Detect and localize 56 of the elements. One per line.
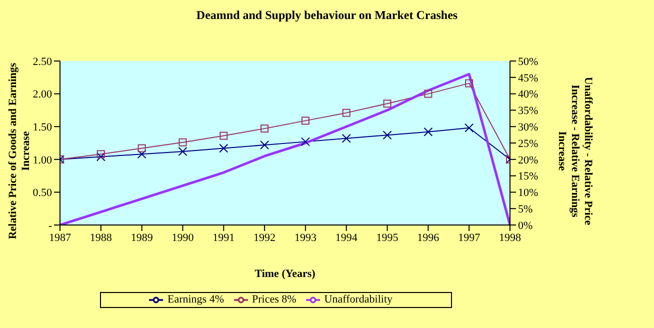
y-tick-label: - <box>48 220 52 232</box>
x-tick-label: 1997 <box>458 232 481 244</box>
chart-title: Deamnd and Supply behaviour on Market Crashes <box>195 8 459 23</box>
point <box>260 140 270 150</box>
legend-label: Unaffordability <box>324 294 393 306</box>
point <box>260 124 269 133</box>
point <box>178 138 187 146</box>
x-axis-title: Time (Years) <box>254 268 316 280</box>
y2-tick-label: 15% <box>518 170 538 183</box>
point <box>342 108 350 117</box>
legend-label: Earnings 4% <box>167 294 224 306</box>
y-tick-label: 1.00 <box>32 154 52 166</box>
y-tick-label: 2.50 <box>32 56 52 68</box>
y2-axis-title: Unaffordability - Relative Price Increase - Relative Earnings Increase <box>555 76 594 228</box>
y2-tick-label: 35% <box>518 105 538 118</box>
y2-tick-label: 20% <box>518 154 538 166</box>
point <box>342 134 351 143</box>
y2-tick-label: 5% <box>518 204 533 216</box>
point <box>219 144 228 153</box>
y-tick-label: 0.50 <box>32 187 52 200</box>
point <box>96 152 106 162</box>
x-tick-label: 1990 <box>172 232 194 244</box>
y2-tick-label: 50% <box>518 56 538 68</box>
x-tick-label: 1987 <box>49 232 72 244</box>
x-tick-label: 1996 <box>417 232 440 244</box>
y2-tick-label: 40% <box>518 88 538 101</box>
legend-label: Prices 8% <box>252 294 296 306</box>
point <box>301 116 310 125</box>
x-tick-label: 1989 <box>130 232 154 244</box>
y-axis-title: Relative Price of Goods and Earnings Increase <box>7 62 32 240</box>
y2-tick-label: 30% <box>518 122 538 134</box>
y2-tick-label: 10% <box>518 187 538 200</box>
point <box>138 144 146 152</box>
point <box>424 90 432 98</box>
x-tick-label: 1993 <box>294 232 317 244</box>
x-tick-label: 1994 <box>335 232 358 244</box>
y-tick-label: 1.50 <box>32 122 52 134</box>
x-tick-label: 1995 <box>376 232 399 244</box>
point <box>383 100 392 108</box>
y2-tick-label: 25% <box>518 138 538 150</box>
point <box>382 130 392 140</box>
point <box>465 79 474 88</box>
point <box>96 150 105 158</box>
point <box>137 150 146 159</box>
x-tick-label: 1998 <box>499 232 522 244</box>
x-tick-label: 1988 <box>90 232 112 244</box>
point <box>178 147 188 156</box>
y-tick-label: 2.00 <box>32 88 52 101</box>
x-tick-label: 1991 <box>212 232 235 244</box>
point <box>424 127 433 136</box>
point <box>464 123 474 132</box>
point <box>220 132 228 140</box>
y2-tick-label: 0% <box>518 220 533 232</box>
x-tick-label: 1992 <box>254 232 276 244</box>
point <box>300 137 310 146</box>
y2-tick-label: 45% <box>518 72 538 84</box>
